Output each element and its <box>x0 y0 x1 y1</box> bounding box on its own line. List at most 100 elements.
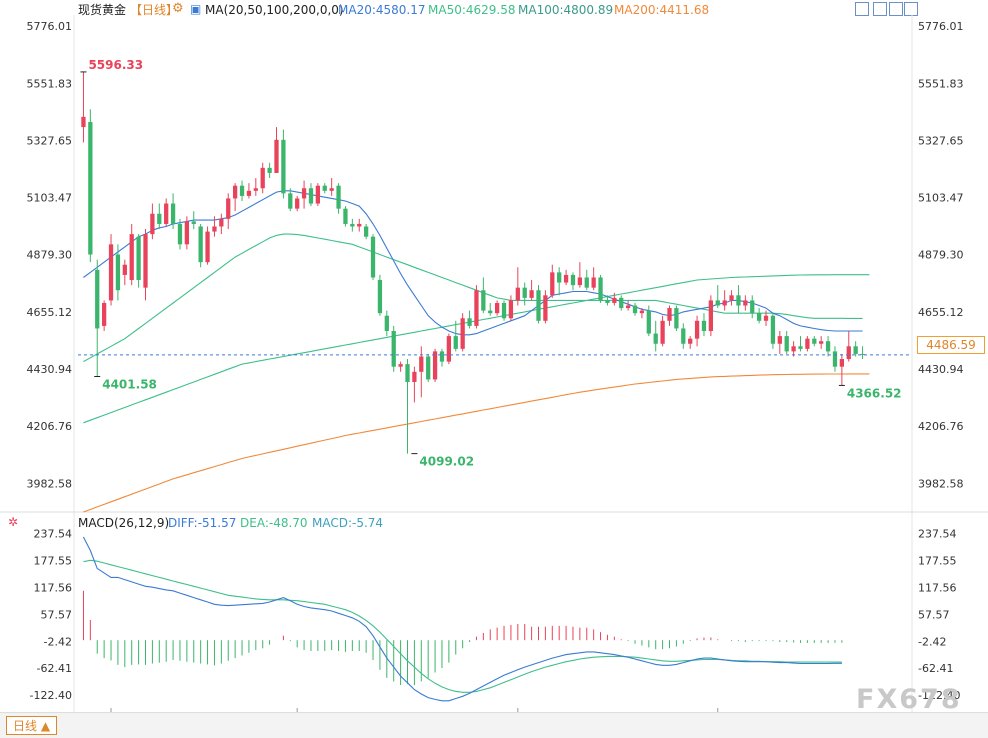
candle-body <box>246 190 252 196</box>
ma50-value: MA50:4629.58 <box>428 3 516 17</box>
macd-settings-icon[interactable]: ✲ <box>8 515 19 529</box>
candle-body <box>432 351 438 380</box>
macd-y-tick-left: 177.55 <box>34 555 73 568</box>
candle-body <box>288 193 293 209</box>
macd-y-tick-right: 177.55 <box>918 555 957 568</box>
candle-body <box>164 203 169 224</box>
candle-body <box>157 213 162 224</box>
candle-body <box>598 277 603 301</box>
candle-body <box>619 297 624 309</box>
y-tick-label-left: 5327.65 <box>27 134 73 147</box>
candle-body <box>474 290 479 326</box>
y-tick-label-right: 4430.94 <box>918 363 964 376</box>
candle-body <box>191 221 196 224</box>
candle-body <box>184 221 190 245</box>
candle-body <box>322 185 327 191</box>
candle-body <box>494 302 500 314</box>
candle-body <box>729 295 734 301</box>
candle-body <box>301 188 307 199</box>
macd-y-tick-right: 237.54 <box>918 528 957 541</box>
candle-body <box>805 338 810 349</box>
candle-body <box>467 318 472 326</box>
candle-body <box>508 300 514 319</box>
candle-body <box>212 226 217 232</box>
candle-body <box>653 333 658 344</box>
candle-body <box>177 223 183 245</box>
macd-y-tick-left: -122.40 <box>30 689 72 702</box>
candle-body <box>253 188 258 191</box>
candle-body <box>398 364 403 367</box>
diff-line <box>82 536 842 702</box>
y-tick-label-left: 3982.58 <box>27 477 73 490</box>
candle-body <box>170 203 176 224</box>
candle-body <box>853 346 858 354</box>
macd-diff-value: DIFF:-51.57 <box>168 516 237 530</box>
crosshair-icon[interactable] <box>873 2 887 16</box>
candle-body <box>95 269 100 329</box>
y-tick-label-left: 4879.30 <box>27 249 73 262</box>
candle-body <box>446 336 452 362</box>
macd-y-tick-left: -62.41 <box>37 662 72 675</box>
candle-body <box>426 356 431 380</box>
ma100-value: MA100:4800.89 <box>518 3 614 17</box>
candle-body <box>791 346 796 352</box>
y-tick-label-left: 4206.76 <box>27 420 73 433</box>
extreme-label: 4099.02 <box>419 455 474 469</box>
candle-body <box>667 308 672 321</box>
candle-body <box>205 231 210 263</box>
candle-body <box>357 223 362 227</box>
candle-body <box>681 328 686 344</box>
candle-body <box>88 121 93 255</box>
candle-body <box>363 226 369 237</box>
extreme-label: 4366.52 <box>847 386 902 400</box>
y-tick-label-right: 5327.65 <box>918 134 964 147</box>
candle-body <box>819 341 824 344</box>
candle-body <box>570 274 576 286</box>
candle-body <box>612 297 617 303</box>
candle-body <box>515 287 520 301</box>
candle-body <box>122 264 127 275</box>
candle-body <box>743 300 748 306</box>
save-icon[interactable] <box>889 2 903 16</box>
candle-body <box>536 290 541 321</box>
macd-y-tick-right: 57.57 <box>918 608 950 621</box>
close-icon[interactable] <box>904 2 918 16</box>
period-tab[interactable]: 日线 ▲ <box>6 716 58 735</box>
candle-body <box>750 300 755 314</box>
period-tab-label: 日线 <box>13 719 38 733</box>
macd-y-tick-right: -122.40 <box>918 689 960 702</box>
settings-gear-icon[interactable]: ⚙ <box>172 1 184 16</box>
candle-body <box>543 295 548 321</box>
indicator-icon[interactable]: ▣ <box>190 2 202 16</box>
macd-y-tick-left: 117.56 <box>34 581 73 594</box>
candle-body <box>419 356 424 372</box>
candle-body <box>281 139 286 194</box>
candle-body <box>343 208 348 224</box>
candle-body <box>274 139 279 173</box>
candle-body <box>660 320 665 344</box>
macd-y-tick-left: -2.42 <box>44 635 72 648</box>
candle-body <box>377 280 383 314</box>
candle-body <box>625 305 631 309</box>
candle-body <box>646 310 651 334</box>
candle-body <box>350 223 355 227</box>
candle-body <box>129 234 134 281</box>
candle-body <box>460 318 465 349</box>
candle-body <box>336 185 341 209</box>
y-tick-label-right: 3982.58 <box>918 477 964 490</box>
candle-body <box>605 300 610 303</box>
candle-body <box>522 287 527 298</box>
candle-body <box>101 302 107 326</box>
move-icon[interactable] <box>855 2 869 16</box>
instrument-title: 现货黄金 <box>78 3 127 17</box>
candle-body <box>584 277 589 288</box>
period-label[interactable]: 【日线】 <box>130 3 179 17</box>
candle-body <box>143 234 148 288</box>
y-tick-label-left: 5551.83 <box>27 77 73 90</box>
candle-body <box>315 185 321 204</box>
candle-body <box>591 277 596 288</box>
candle-body <box>226 198 231 219</box>
extreme-label: 5596.33 <box>88 58 143 72</box>
